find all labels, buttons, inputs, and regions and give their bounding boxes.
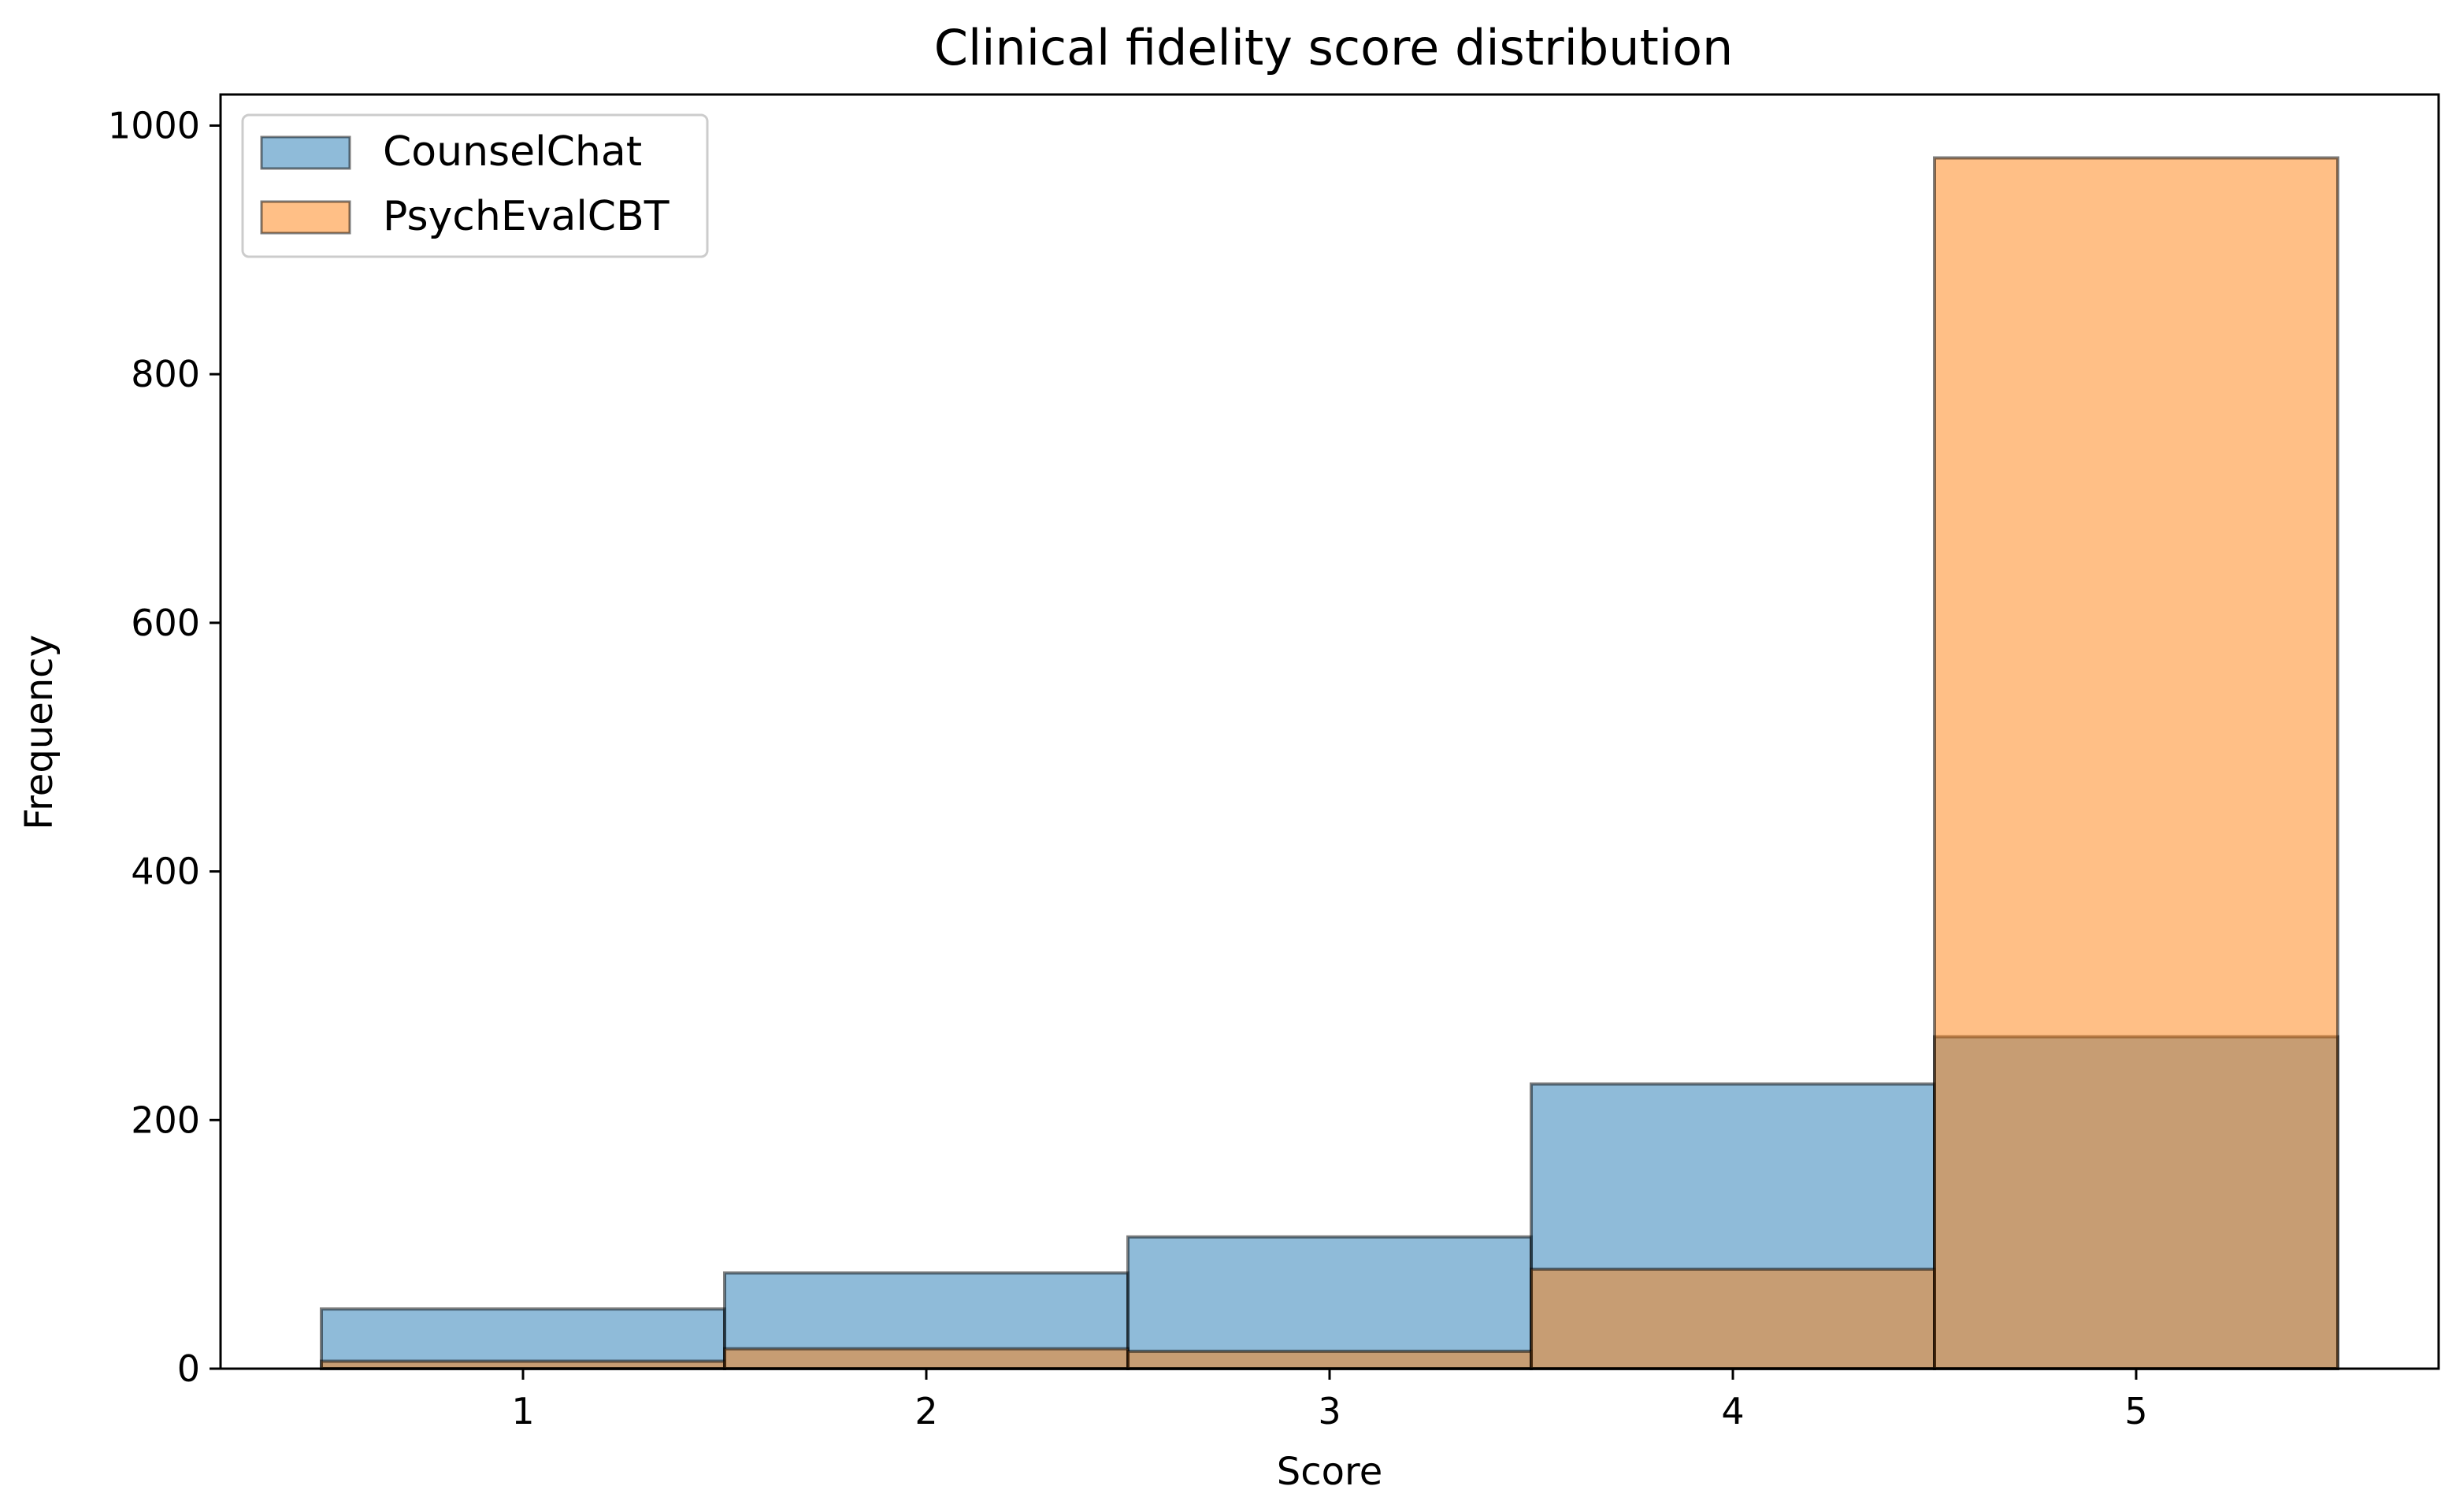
- legend-swatch-counselchat: [260, 135, 351, 170]
- legend-frame: [241, 113, 709, 258]
- y-tick-label-600: 600: [131, 602, 200, 644]
- y-tick-label-1000: 1000: [108, 104, 200, 146]
- x-tick-label-4: 4: [1721, 1390, 1744, 1432]
- x-axis-label: Score: [1277, 1450, 1382, 1494]
- bars-layer: [320, 156, 2339, 1371]
- x-axis-ticks: 1 2 3 4 5: [511, 1369, 2148, 1432]
- x-tick-label-5: 5: [2124, 1390, 2147, 1432]
- bar-psychevalcbt-2: [723, 1347, 1130, 1370]
- legend: CounselChat PsychEvalCBT: [241, 113, 709, 258]
- chart-title: Clinical fidelity score distribution: [934, 19, 1734, 76]
- y-tick-label-400: 400: [131, 850, 200, 893]
- legend-swatch-psychevalcbt: [260, 200, 351, 235]
- y-axis-label: Frequency: [17, 635, 61, 830]
- bar-counselchat-1: [320, 1307, 726, 1370]
- x-tick-label-3: 3: [1318, 1390, 1341, 1432]
- bar-counselchat-3: [1126, 1235, 1533, 1371]
- y-tick-label-0: 0: [177, 1347, 200, 1390]
- bar-psychevalcbt-5: [1933, 156, 2339, 1370]
- bar-psychevalcbt-4: [1530, 1267, 1936, 1370]
- legend-label-counselchat: CounselChat: [383, 128, 642, 176]
- y-axis-ticks: 0 200 400 600 800 1000: [108, 104, 221, 1390]
- x-tick-label-2: 2: [914, 1390, 937, 1432]
- y-tick-label-800: 800: [131, 353, 200, 395]
- y-tick-label-200: 200: [131, 1099, 200, 1141]
- legend-label-psychevalcbt: PsychEvalCBT: [383, 193, 670, 240]
- bar-psychevalcbt-3: [1126, 1349, 1533, 1371]
- x-tick-label-1: 1: [511, 1390, 534, 1432]
